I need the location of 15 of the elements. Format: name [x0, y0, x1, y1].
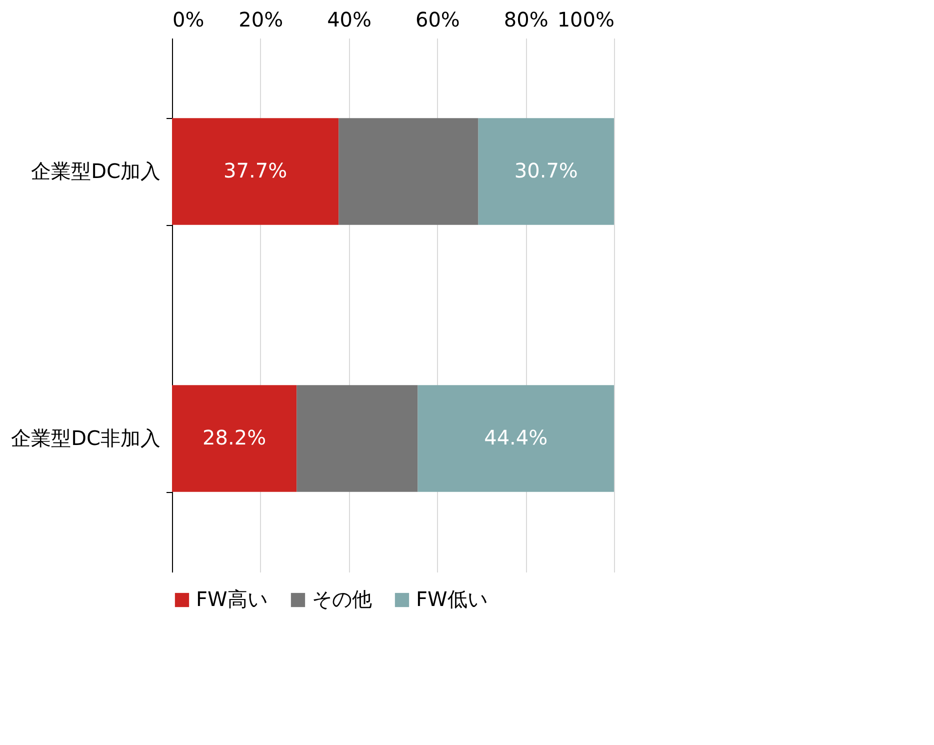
- data-label: 37.7%: [224, 158, 288, 182]
- x-tick-label: 20%: [238, 8, 284, 32]
- data-label: 28.2%: [202, 426, 266, 450]
- y-tick-label: 企業型DC加入: [31, 159, 160, 183]
- x-tick-label: 60%: [415, 8, 460, 32]
- x-tick-label: 80%: [504, 8, 548, 32]
- x-tick-label: 40%: [327, 8, 372, 32]
- legend-label: その他: [312, 587, 372, 611]
- x-tick-label: 0%: [172, 8, 204, 32]
- x-tick-label: 100%: [557, 8, 614, 32]
- y-tick-label: 企業型DC非加入: [11, 426, 160, 450]
- data-label: 30.7%: [514, 158, 578, 182]
- legend-label: FW低い: [416, 587, 488, 611]
- legend-label: FW高い: [196, 587, 268, 611]
- data-label: 44.4%: [484, 426, 548, 450]
